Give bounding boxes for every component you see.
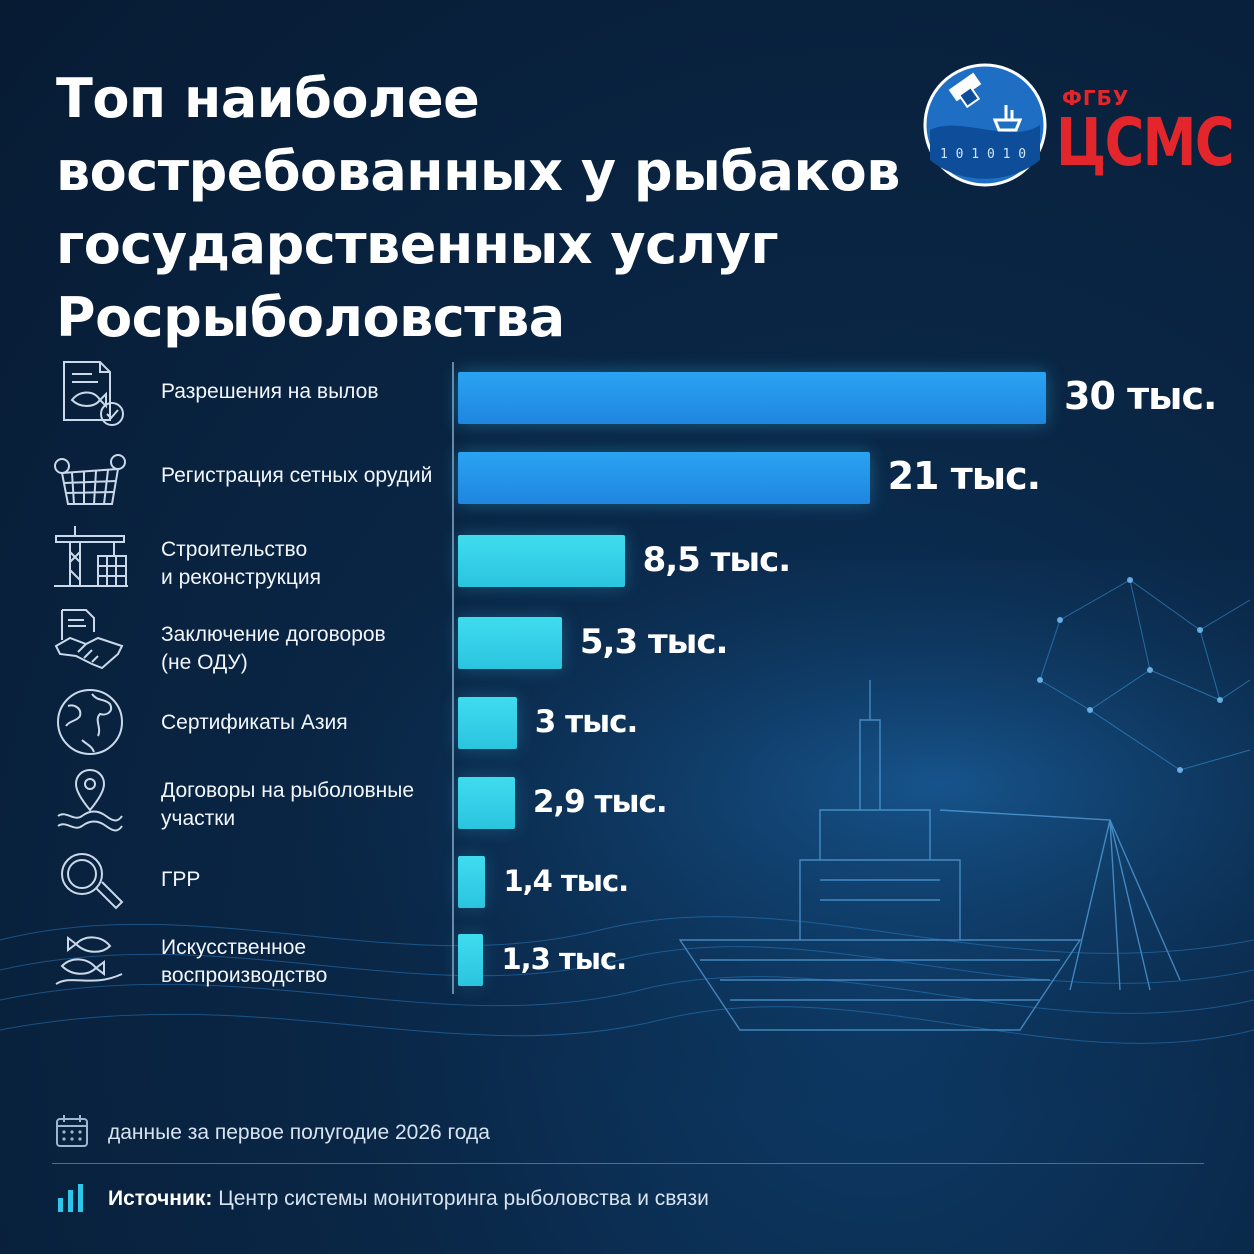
ship-background-illustration: [0, 560, 1254, 1120]
bar-label-3: Заключение договоров (не ОДУ): [161, 623, 386, 674]
source-label: Источник:: [108, 1187, 213, 1210]
bar-label-4: Сертификаты Азия: [161, 711, 348, 734]
crane-icon: [54, 526, 128, 587]
bar-label-5: Договоры на рыболовные участки: [161, 779, 415, 830]
bar-value-label-3: 5,3 тыс.: [579, 621, 729, 662]
calendar-icon: [56, 1115, 88, 1147]
bar-5: [458, 777, 515, 829]
source-line: Источник: Центр системы мониторинга рыбо…: [108, 1187, 709, 1211]
bar-label-2: Строительство и реконструкция: [161, 538, 322, 589]
bar-1: [458, 452, 870, 504]
magnifier-icon: [61, 853, 124, 910]
bar-value-label-1: 21 тыс.: [887, 454, 1041, 499]
bar-label-1: Регистрация сетных орудий: [161, 464, 433, 487]
logo-org-label: ФГБУ: [1062, 86, 1130, 110]
footer-divider: [52, 1163, 1204, 1164]
bar-value-label-6: 1,4 тыс.: [503, 864, 629, 899]
bar-chart-icon: [58, 1184, 83, 1212]
document-fish-icon: [63, 361, 124, 426]
title-line-4: Росрыболовства: [56, 286, 565, 349]
bar-2: [458, 535, 625, 587]
handshake-icon: [54, 609, 124, 670]
bar-value-label-2: 8,5 тыс.: [642, 539, 792, 580]
logo-name: ЦСМС: [1056, 104, 1235, 181]
bar-4: [458, 697, 517, 749]
page-title: Топ наиболее востребованных у рыбаков го…: [56, 62, 916, 354]
globe-icon: [57, 689, 123, 755]
bar-6: [458, 856, 486, 908]
bar-label-6: ГРР: [161, 868, 201, 891]
bar-label-7: Искусственное воспроизводство: [161, 936, 328, 987]
svg-text:1 0 1 0 1 0: 1 0 1 0 1 0: [940, 147, 1026, 162]
bar-value-label-4: 3 тыс.: [534, 703, 639, 740]
title-line-1: Топ наиболее: [56, 67, 480, 130]
fishing-net-icon: [54, 454, 126, 505]
bar-3: [458, 617, 562, 669]
location-waves-icon: [57, 768, 123, 832]
bar-value-label-7: 1,3 тыс.: [501, 942, 627, 977]
title-line-3: государственных услуг: [56, 213, 779, 276]
period-note: данные за первое полугодие 2026 года: [108, 1121, 490, 1144]
fish-icon: [55, 936, 123, 985]
bar-value-label-0: 30 тыс.: [1064, 374, 1217, 419]
title-line-2: востребованных у рыбаков: [56, 140, 900, 203]
bar-7: [458, 934, 484, 986]
bar-label-0: Разрешения на вылов: [161, 380, 379, 403]
bar-value-label-5: 2,9 тыс.: [532, 783, 668, 820]
source-text: Центр системы мониторинга рыболовства и …: [212, 1187, 709, 1210]
bar-0: [458, 372, 1046, 424]
logo-globe-icon: 1 0 1 0 1 0: [923, 63, 1047, 187]
chart-axis-line: [452, 362, 454, 994]
